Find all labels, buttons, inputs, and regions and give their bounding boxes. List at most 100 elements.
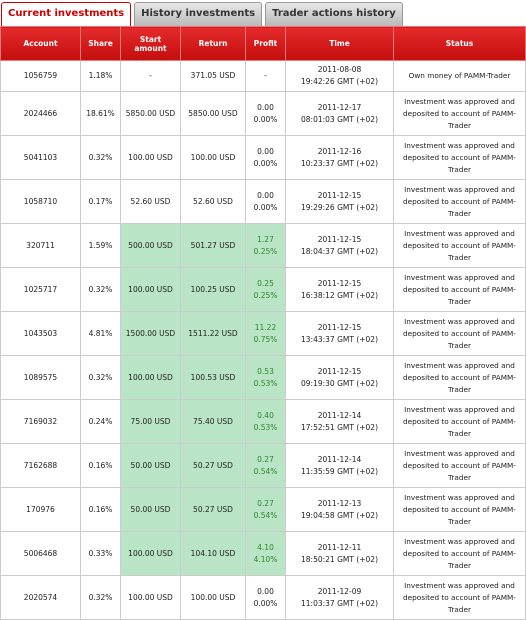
time-line: 2011-12-15 (317, 366, 362, 376)
time-cell: 2011-12-14 17:52:51 GMT (+02) (285, 399, 394, 444)
return-cell: 100.25 USD (180, 267, 246, 312)
profit-line: 1.27 (257, 234, 274, 244)
time-line: 2011-12-15 (317, 234, 362, 244)
profit-cell: 0.40 0.53% (245, 399, 286, 444)
table-row: 7162688 0.16% 50.00 USD 50.27 USD 0.27 0.54% 2… (0, 443, 526, 488)
profit-cell: 0.00 0.00% (245, 179, 286, 224)
time-line: 19:42:26 GMT (+02) (301, 77, 378, 86)
profit-cell: 4.10 4.10% (245, 531, 286, 576)
time-line: 2011-12-16 (317, 146, 362, 156)
profit-cell: 0.53 0.53% (245, 355, 286, 400)
account-cell: 1058710 (0, 179, 81, 224)
share-cell: 0.24% (80, 399, 121, 444)
profit-cell: - (245, 60, 286, 92)
return-cell: 104.10 USD (180, 531, 246, 576)
table-row: 5041103 0.32% 100.00 USD 100.00 USD 0.00 0.00… (0, 135, 526, 180)
start-amount-cell: 100.00 USD (120, 531, 181, 576)
time-cell: 2011-08-08 19:42:26 GMT (+02) (285, 60, 394, 92)
return-cell: 100.00 USD (180, 135, 246, 180)
time-line: 2011-12-14 (317, 410, 362, 420)
start-amount-cell: 1500.00 USD (120, 311, 181, 356)
table-row: 320711 1.59% 500.00 USD 501.27 USD 1.27 0.25%… (0, 223, 526, 268)
time-line: 09:19:30 GMT (+02) (301, 378, 378, 388)
status-cell: Own money of PAMM-Trader (393, 60, 526, 92)
profit-cell: 0.27 0.54% (245, 487, 286, 532)
time-line: 16:38:12 GMT (+02) (301, 290, 378, 300)
time-line: 18:04:37 GMT (+02) (301, 246, 378, 256)
profit-line: 0.27 (257, 498, 274, 508)
time-line: 11:35:59 GMT (+02) (301, 466, 378, 476)
time-cell: 2011-12-15 19:29:26 GMT (+02) (285, 179, 394, 224)
account-cell: 1025717 (0, 267, 81, 312)
profit-line: 0.40 (257, 410, 274, 420)
status-cell: Investment was approved and deposited to… (393, 399, 526, 444)
tab[interactable]: Current investments (1, 2, 132, 26)
share-cell: 0.32% (80, 575, 121, 620)
return-cell: 501.27 USD (180, 223, 246, 268)
time-line: 2011-12-11 (317, 542, 362, 552)
account-cell: 5041103 (0, 135, 81, 180)
investments-table: Account Share Start amount Return Profit Time… (0, 26, 526, 620)
time-line: 2011-12-14 (317, 454, 362, 464)
share-cell: 0.32% (80, 267, 121, 312)
time-line: 11:03:37 GMT (+02) (301, 598, 378, 608)
profit-line: 4.10 (257, 542, 274, 552)
time-line: 10:23:37 GMT (+02) (301, 158, 378, 168)
share-cell: 0.32% (80, 355, 121, 400)
column-header: Status (393, 26, 526, 61)
profit-line: 0.00% (253, 114, 278, 124)
status-cell: Investment was approved and deposited to… (393, 443, 526, 488)
start-amount-cell: 52.60 USD (120, 179, 181, 224)
profit-line: - (264, 71, 267, 80)
profit-line: 0.54% (253, 466, 278, 476)
account-cell: 2020574 (0, 575, 81, 620)
status-cell: Investment was approved and deposited to… (393, 355, 526, 400)
account-cell: 1056759 (0, 60, 81, 92)
time-cell: 2011-12-14 11:35:59 GMT (+02) (285, 443, 394, 488)
time-line: 08:01:03 GMT (+02) (301, 114, 378, 124)
start-amount-cell: 50.00 USD (120, 487, 181, 532)
time-line: 18:50:21 GMT (+02) (301, 554, 378, 564)
table-row: 1056759 1.18% -371.05 USD -2011-08-08 19:42:… (0, 60, 526, 92)
time-cell: 2011-12-11 18:50:21 GMT (+02) (285, 531, 394, 576)
tab[interactable]: History investments (134, 2, 263, 26)
profit-line: 0.53% (253, 422, 278, 432)
status-cell: Investment was approved and deposited to… (393, 575, 526, 620)
time-line: 2011-12-17 (317, 102, 362, 112)
share-cell: 1.59% (80, 223, 121, 268)
time-line: 2011-12-15 (317, 190, 362, 200)
table-row: 7169032 0.24% 75.00 USD 75.40 USD 0.40 0.53% 2… (0, 399, 526, 444)
return-cell: 50.27 USD (180, 487, 246, 532)
time-line: 13:43:37 GMT (+02) (301, 334, 378, 344)
account-cell: 2024466 (0, 91, 81, 136)
table-row: 1058710 0.17% 52.60 USD 52.60 USD 0.00 0.00% 2… (0, 179, 526, 224)
column-header: Time (285, 26, 394, 61)
share-cell: 0.32% (80, 135, 121, 180)
time-line: 19:29:26 GMT (+02) (301, 202, 378, 212)
share-cell: 0.33% (80, 531, 121, 576)
profit-line: 0.00 (257, 586, 274, 596)
column-header: Share (80, 26, 121, 61)
time-line: 19:04:58 GMT (+02) (301, 510, 378, 520)
header-row: Account Share Start amount Return Profit Time… (0, 26, 526, 61)
tab-bar: Current investments History investments Tr… (0, 0, 526, 26)
tab[interactable]: Trader actions history (265, 2, 403, 26)
status-cell: Investment was approved and deposited to… (393, 135, 526, 180)
account-cell: 5006468 (0, 531, 81, 576)
profit-line: 11.22 (254, 322, 277, 332)
profit-line: 0.54% (253, 510, 278, 520)
start-amount-cell: 100.00 USD (120, 135, 181, 180)
return-cell: 1511.22 USD (180, 311, 246, 356)
return-cell: 371.05 USD (180, 60, 246, 92)
profit-line: 0.25 (257, 278, 274, 288)
column-header: Start amount (120, 26, 181, 61)
share-cell: 0.16% (80, 443, 121, 488)
profit-cell: 0.00 0.00% (245, 575, 286, 620)
status-cell: Investment was approved and deposited to… (393, 267, 526, 312)
status-cell: Investment was approved and deposited to… (393, 179, 526, 224)
start-amount-cell: 100.00 USD (120, 355, 181, 400)
profit-line: 0.00 (257, 190, 274, 200)
start-amount-cell: - (120, 60, 181, 92)
profit-cell: 11.22 0.75% (245, 311, 286, 356)
